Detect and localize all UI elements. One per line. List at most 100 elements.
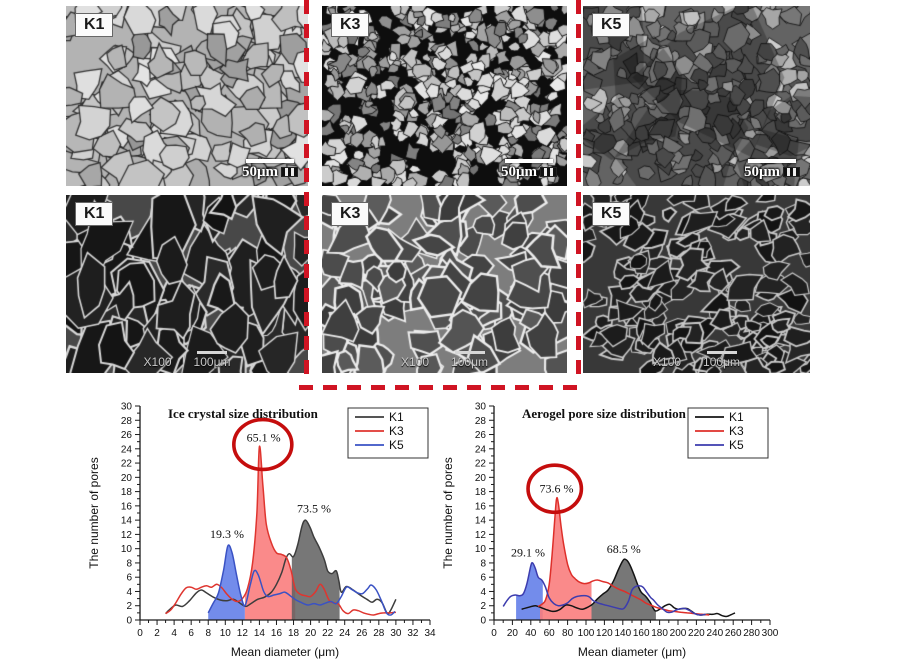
- svg-text:220: 220: [688, 628, 705, 639]
- svg-text:K1: K1: [729, 410, 744, 424]
- panel-label: K1: [75, 202, 114, 226]
- svg-text:28: 28: [373, 628, 385, 639]
- svg-text:68.5 %: 68.5 %: [607, 542, 641, 556]
- panel-optical-k1: K1 50μm: [66, 6, 308, 186]
- panel-label: K3: [331, 13, 370, 37]
- svg-text:4: 4: [126, 587, 132, 598]
- svg-text:180: 180: [651, 628, 668, 639]
- svg-text:19.3 %: 19.3 %: [210, 527, 244, 541]
- svg-text:28: 28: [121, 416, 133, 427]
- svg-text:14: 14: [475, 516, 487, 527]
- svg-text:22: 22: [121, 459, 133, 470]
- svg-text:28: 28: [475, 416, 487, 427]
- magnification-text: X100: [401, 355, 430, 369]
- svg-text:260: 260: [725, 628, 742, 639]
- svg-text:16: 16: [475, 501, 487, 512]
- svg-text:6: 6: [480, 573, 486, 584]
- svg-text:73.5 %: 73.5 %: [297, 501, 331, 515]
- scale-bar-text: 50μm: [242, 164, 278, 180]
- svg-text:10: 10: [121, 544, 133, 555]
- svg-text:4: 4: [480, 587, 486, 598]
- svg-text:12: 12: [237, 628, 249, 639]
- svg-text:65.1 %: 65.1 %: [247, 431, 281, 445]
- scale-bar: 50μm: [242, 159, 298, 181]
- svg-text:73.6 %: 73.6 %: [540, 481, 574, 495]
- svg-text:26: 26: [356, 628, 368, 639]
- scale-bar-text: 50μm: [744, 164, 780, 180]
- scale-bar: 50μm: [501, 159, 557, 181]
- scale-bar-line: [454, 351, 485, 354]
- svg-text:K3: K3: [389, 424, 404, 438]
- ice-crystal-size-distribution-chart: 0 2 4 6 8 10 12 14 16 18 20 22 24 26 28 30 32 34024681012…: [87, 402, 436, 660]
- svg-text:24: 24: [121, 444, 133, 455]
- svg-text:22: 22: [322, 628, 334, 639]
- svg-text:200: 200: [670, 628, 687, 639]
- svg-text:160: 160: [633, 628, 650, 639]
- svg-text:32: 32: [407, 628, 419, 639]
- svg-text:40: 40: [525, 628, 537, 639]
- panel-label: K3: [331, 202, 370, 226]
- svg-text:60: 60: [544, 628, 556, 639]
- panel-sem-k1: K1 X100 100μm: [66, 195, 308, 373]
- scale-bar-segments: [540, 166, 557, 177]
- scale-bar-line: [505, 159, 553, 163]
- svg-text:K5: K5: [729, 438, 744, 452]
- svg-text:20: 20: [475, 473, 487, 484]
- svg-text:10: 10: [475, 544, 487, 555]
- svg-text:2: 2: [480, 601, 486, 612]
- svg-text:30: 30: [121, 402, 133, 413]
- svg-text:Aerogel pore size distribution: Aerogel pore size distribution: [522, 406, 687, 421]
- svg-text:12: 12: [121, 530, 133, 541]
- svg-text:2: 2: [154, 628, 160, 639]
- panel-label: K1: [75, 13, 114, 37]
- svg-text:K5: K5: [389, 438, 404, 452]
- panel-optical-k5: K5 50μm: [583, 6, 810, 186]
- scale-bar-segments: [281, 166, 298, 177]
- scale-bar-line: [748, 159, 796, 163]
- svg-text:0: 0: [126, 616, 132, 627]
- panel-optical-k3: K3 50μm: [322, 6, 567, 186]
- svg-text:8: 8: [126, 558, 132, 569]
- aerogel-pore-size-distribution-chart: 0 20 40 60 80 100 120 140 160 180 200 220 240 260 280 3…: [441, 402, 779, 660]
- svg-text:240: 240: [706, 628, 723, 639]
- svg-text:12: 12: [475, 530, 487, 541]
- highlight-dashed-line-left: [304, 0, 309, 384]
- svg-text:22: 22: [475, 459, 487, 470]
- svg-text:20: 20: [507, 628, 519, 639]
- svg-text:18: 18: [288, 628, 300, 639]
- svg-text:18: 18: [121, 487, 133, 498]
- svg-text:100: 100: [578, 628, 595, 639]
- svg-text:26: 26: [121, 430, 133, 441]
- panel-sem-k5: K5 X100 100μm: [583, 195, 810, 373]
- svg-text:280: 280: [743, 628, 760, 639]
- scale-bar-text: 100μm: [451, 355, 488, 369]
- svg-text:8: 8: [205, 628, 211, 639]
- svg-text:0: 0: [491, 628, 497, 639]
- svg-text:Mean diameter (μm): Mean diameter (μm): [231, 645, 339, 659]
- scale-bar: 50μm: [744, 159, 800, 181]
- svg-text:The number of pores: The number of pores: [87, 457, 101, 568]
- panel-label: K5: [592, 13, 631, 37]
- scale-bar-text: 100μm: [703, 355, 740, 369]
- svg-text:26: 26: [475, 430, 487, 441]
- svg-text:14: 14: [121, 516, 133, 527]
- panel-label: K5: [592, 202, 631, 226]
- svg-text:16: 16: [271, 628, 283, 639]
- scale-bar-text: 100μm: [193, 355, 231, 369]
- sem-scale-bar: X100 100μm: [322, 351, 567, 369]
- scale-bar-line: [246, 159, 294, 163]
- svg-text:20: 20: [121, 473, 133, 484]
- svg-text:20: 20: [305, 628, 317, 639]
- svg-text:0: 0: [480, 616, 486, 627]
- magnification-text: X100: [653, 355, 682, 369]
- svg-text:300: 300: [762, 628, 779, 639]
- svg-text:30: 30: [390, 628, 402, 639]
- svg-text:0: 0: [137, 628, 143, 639]
- scale-bar-segments: [783, 166, 800, 177]
- svg-text:6: 6: [188, 628, 194, 639]
- svg-text:2: 2: [126, 601, 132, 612]
- svg-text:10: 10: [220, 628, 232, 639]
- svg-text:80: 80: [562, 628, 574, 639]
- svg-text:140: 140: [614, 628, 631, 639]
- svg-text:120: 120: [596, 628, 613, 639]
